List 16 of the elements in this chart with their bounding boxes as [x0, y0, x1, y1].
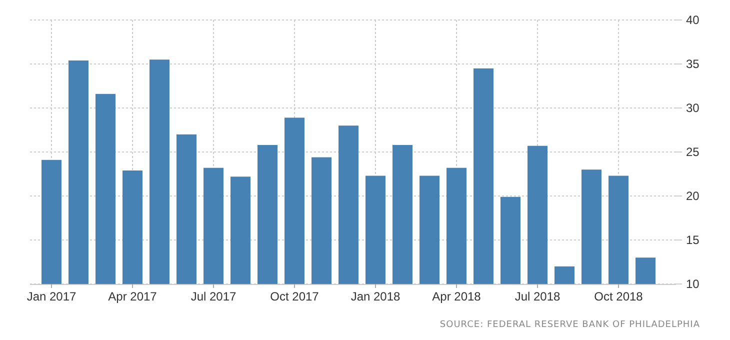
- y-tick-label: 30: [686, 100, 700, 115]
- y-tick-label: 25: [686, 144, 700, 159]
- x-tick-label: Jan 2017: [26, 290, 77, 304]
- x-tick-label: Apr 2017: [108, 290, 158, 304]
- y-tick-label: 35: [686, 56, 700, 71]
- x-tick-label: Oct 2017: [270, 290, 320, 304]
- x-tick-label: Apr 2018: [432, 290, 482, 304]
- x-tick-label: Jan 2018: [350, 290, 401, 304]
- x-tick-label: Jul 2018: [514, 290, 561, 304]
- source-note: SOURCE: FEDERAL RESERVE BANK OF PHILADELPHIA: [440, 320, 700, 330]
- x-tick-label: Oct 2018: [594, 290, 644, 304]
- y-tick-label: 10: [686, 276, 700, 291]
- x-tick-label: Jul 2017: [190, 290, 237, 304]
- y-tick-label: 40: [686, 12, 700, 27]
- y-tick-label: 15: [686, 232, 700, 247]
- y-tick-label: 20: [686, 188, 700, 203]
